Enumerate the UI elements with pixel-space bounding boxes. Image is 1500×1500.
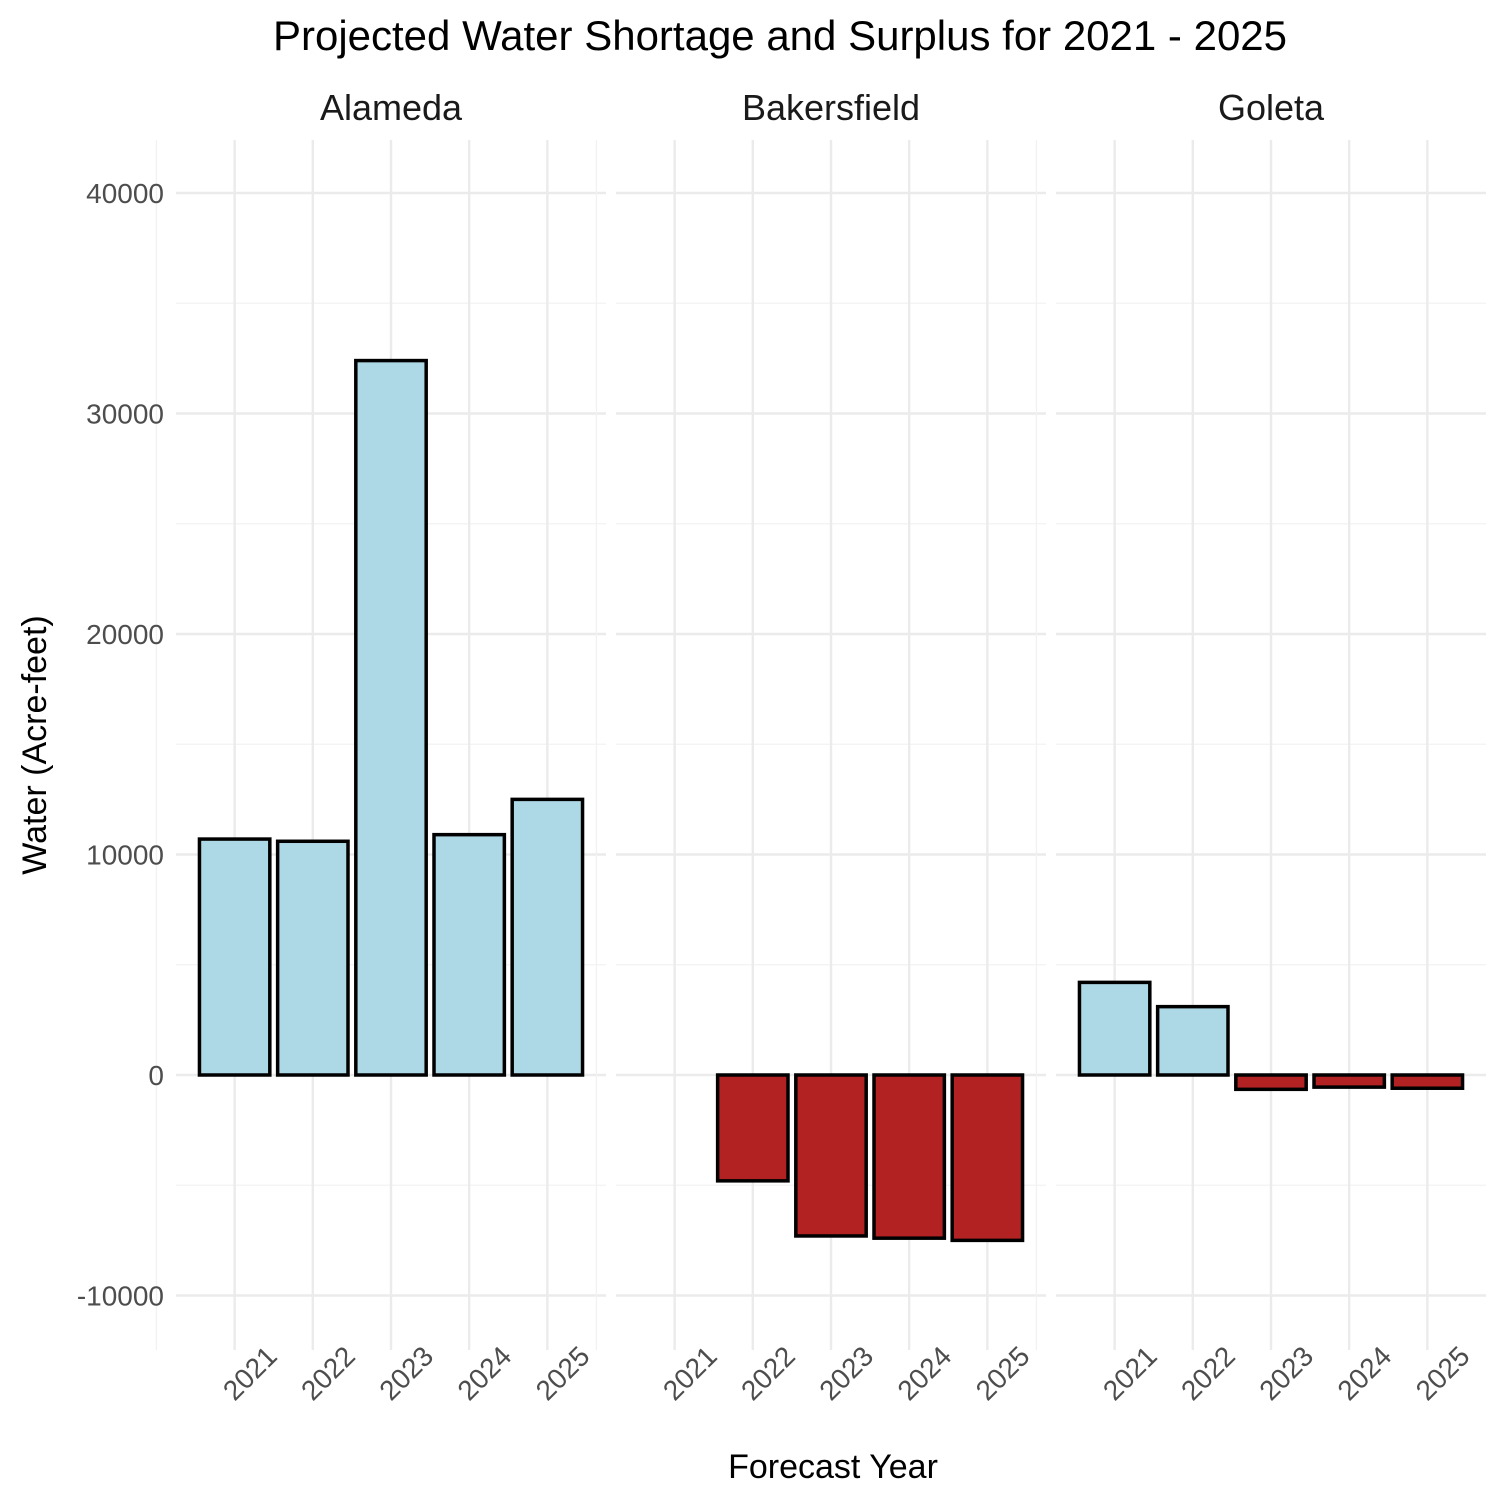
y-tick-label: 40000 xyxy=(86,178,164,209)
bar-alameda-2025 xyxy=(510,797,585,1077)
x-tick-label: 2024 xyxy=(451,1340,517,1406)
bar-goleta-2021 xyxy=(1077,980,1152,1077)
facet-label: Alameda xyxy=(320,87,463,128)
facet-panel: Alameda 2021 2022 2023 2024 2025 xyxy=(155,87,606,1406)
x-tick-label: 2021 xyxy=(1097,1340,1163,1406)
x-tick-label: 2025 xyxy=(1410,1340,1476,1406)
x-tick-label: 2023 xyxy=(813,1340,879,1406)
facet-panel: Goleta 2021 2022 2023 2024 2025 xyxy=(1035,87,1486,1406)
y-axis-title: Water (Acre-feet) xyxy=(16,615,54,874)
facet-panel: Bakersfield 2021 2022 2023 2024 2025 xyxy=(595,87,1046,1406)
facet-label: Goleta xyxy=(1218,87,1325,128)
x-tick-label: 2021 xyxy=(657,1340,723,1406)
x-tick-label: 2024 xyxy=(891,1340,957,1406)
y-tick-label: 0 xyxy=(148,1060,164,1091)
bar-goleta-2022 xyxy=(1155,1004,1230,1077)
bar-bakersfield-2025 xyxy=(950,1073,1025,1243)
bar-alameda-2021 xyxy=(197,837,272,1077)
x-tick-label: 2021 xyxy=(217,1340,283,1406)
x-tick-label: 2022 xyxy=(735,1340,801,1406)
facet-label: Bakersfield xyxy=(742,87,920,128)
bar-bakersfield-2023 xyxy=(794,1073,868,1238)
x-tick-label: 2022 xyxy=(1175,1340,1241,1406)
x-tick-label: 2023 xyxy=(373,1340,439,1406)
bar-goleta-2024 xyxy=(1312,1073,1387,1089)
x-tick-label: 2025 xyxy=(970,1340,1036,1406)
bar-bakersfield-2024 xyxy=(872,1073,947,1240)
bar-alameda-2023 xyxy=(354,358,428,1077)
bar-goleta-2025 xyxy=(1390,1073,1465,1090)
y-axis-ticks: -10000 0 10000 20000 30000 40000 xyxy=(77,178,164,1312)
x-tick-label: 2025 xyxy=(530,1340,596,1406)
bar-bakersfield-2022 xyxy=(715,1073,790,1183)
bar-alameda-2024 xyxy=(432,832,507,1077)
x-axis-title: Forecast Year xyxy=(728,1448,938,1486)
y-tick-label: 10000 xyxy=(86,840,164,871)
y-tick-label: 20000 xyxy=(86,619,164,650)
y-tick-label: 30000 xyxy=(86,399,164,430)
x-tick-label: 2023 xyxy=(1253,1340,1319,1406)
chart-title: Projected Water Shortage and Surplus for… xyxy=(273,12,1287,59)
y-tick-label: -10000 xyxy=(77,1281,164,1312)
bar-goleta-2023 xyxy=(1234,1073,1308,1092)
x-tick-label: 2022 xyxy=(295,1340,361,1406)
x-tick-label: 2024 xyxy=(1331,1340,1397,1406)
bar-alameda-2022 xyxy=(275,839,350,1077)
